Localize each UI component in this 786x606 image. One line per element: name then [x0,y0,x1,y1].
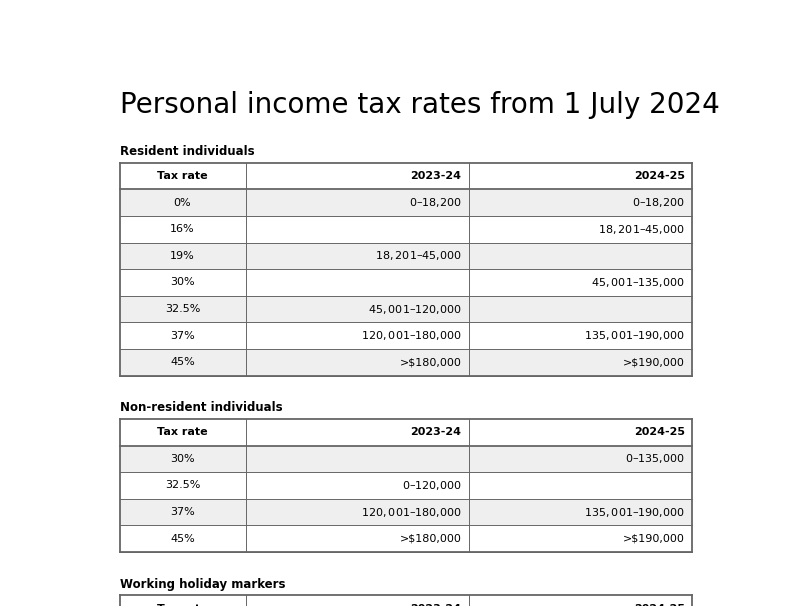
Text: $135,001 – $190,000: $135,001 – $190,000 [584,505,685,519]
Text: 2023-24: 2023-24 [410,171,461,181]
Text: 37%: 37% [171,331,195,341]
Text: Personal income tax rates from 1 July 2024: Personal income tax rates from 1 July 20… [119,92,719,119]
Text: Tax rate: Tax rate [157,604,208,606]
Text: Working holiday markers: Working holiday markers [119,578,285,591]
Text: $18,201 – $45,000: $18,201 – $45,000 [598,223,685,236]
Text: $0 – $135,000: $0 – $135,000 [625,452,685,465]
Text: $120,001 – $180,000: $120,001 – $180,000 [361,329,461,342]
Text: 45%: 45% [171,358,195,367]
Text: $120,001 – $180,000: $120,001 – $180,000 [361,505,461,519]
Bar [119,322,692,349]
Bar [119,269,692,296]
Bar [119,349,692,376]
Text: 32.5%: 32.5% [165,481,200,490]
Text: $0 – $120,000: $0 – $120,000 [402,479,461,492]
Text: 37%: 37% [171,507,195,517]
Bar [119,296,692,322]
Text: 2023-24: 2023-24 [410,604,461,606]
Text: 2024-25: 2024-25 [634,604,685,606]
Bar [119,595,692,606]
Bar [119,419,692,445]
Text: >$180,000: >$180,000 [399,534,461,544]
Text: Tax rate: Tax rate [157,171,208,181]
Text: $0 – $18,200: $0 – $18,200 [632,196,685,209]
Text: $45,001 – $135,000: $45,001 – $135,000 [591,276,685,289]
Text: 30%: 30% [171,278,195,287]
Text: >$180,000: >$180,000 [399,358,461,367]
Text: Tax rate: Tax rate [157,427,208,438]
Bar [119,445,692,472]
Text: 30%: 30% [171,454,195,464]
Text: 45%: 45% [171,534,195,544]
Text: $18,201 – $45,000: $18,201 – $45,000 [375,249,461,262]
Text: $135,001 – $190,000: $135,001 – $190,000 [584,329,685,342]
Text: Resident individuals: Resident individuals [119,145,254,158]
Text: 19%: 19% [171,251,195,261]
Bar [119,472,692,499]
Text: >$190,000: >$190,000 [623,534,685,544]
Bar [119,189,692,216]
Text: >$190,000: >$190,000 [623,358,685,367]
Bar [119,163,692,189]
Bar [119,242,692,269]
Text: 32.5%: 32.5% [165,304,200,314]
Bar [119,499,692,525]
Text: 16%: 16% [171,224,195,235]
Text: 2024-25: 2024-25 [634,171,685,181]
Text: 2023-24: 2023-24 [410,427,461,438]
Bar [119,216,692,242]
Text: $45,001 – $120,000: $45,001 – $120,000 [368,302,461,316]
Text: 2024-25: 2024-25 [634,427,685,438]
Bar [119,525,692,552]
Text: $0 – $18,200: $0 – $18,200 [409,196,461,209]
Text: 0%: 0% [174,198,191,208]
Text: Non-resident individuals: Non-resident individuals [119,401,282,415]
